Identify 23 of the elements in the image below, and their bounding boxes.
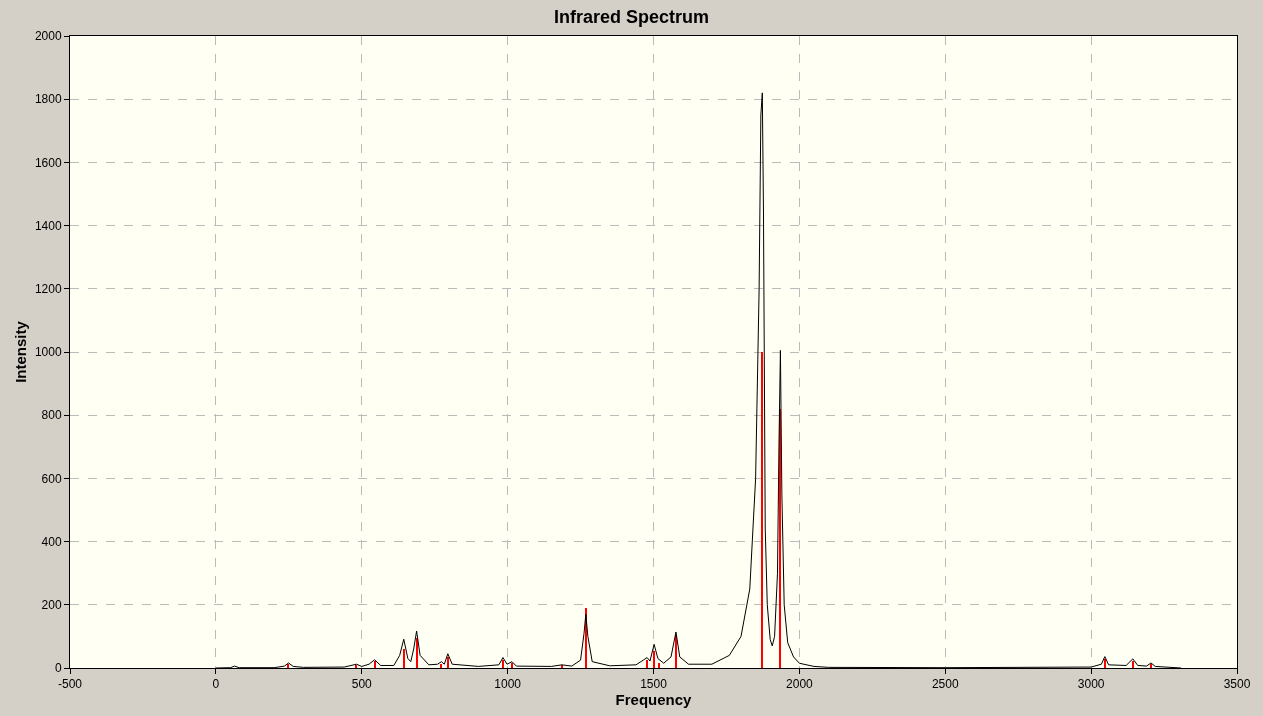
x-tick-label: 0 <box>212 677 220 692</box>
x-axis-title: Frequency <box>615 691 693 709</box>
y-tick-label: 800 <box>41 408 62 423</box>
y-tick-label: 1200 <box>34 282 62 296</box>
x-tick-label: 1500 <box>640 677 668 692</box>
x-tick-label: 3500 <box>1223 677 1251 692</box>
y-tick-label: 1400 <box>34 218 62 233</box>
y-tick-label: 1800 <box>34 92 62 107</box>
x-tick-label: 3000 <box>1077 677 1105 692</box>
y-tick-label: 1600 <box>34 155 62 170</box>
y-tick-label: 400 <box>41 534 62 549</box>
chart-title: Infrared Spectrum <box>553 7 710 28</box>
y-tick-label: 1000 <box>34 345 62 360</box>
x-tick-label: -500 <box>57 677 83 692</box>
y-tick-label: 2000 <box>34 29 62 44</box>
x-tick-label: 2000 <box>786 677 814 692</box>
y-tick-label: 0 <box>54 661 62 676</box>
x-tick-label: 500 <box>351 677 373 692</box>
y-tick-label: 600 <box>41 471 62 486</box>
x-tick-label: 1000 <box>494 677 522 692</box>
y-tick-label: 200 <box>41 598 62 612</box>
y-axis-title: Intensity <box>12 320 30 383</box>
x-tick-label: 2500 <box>931 677 959 692</box>
